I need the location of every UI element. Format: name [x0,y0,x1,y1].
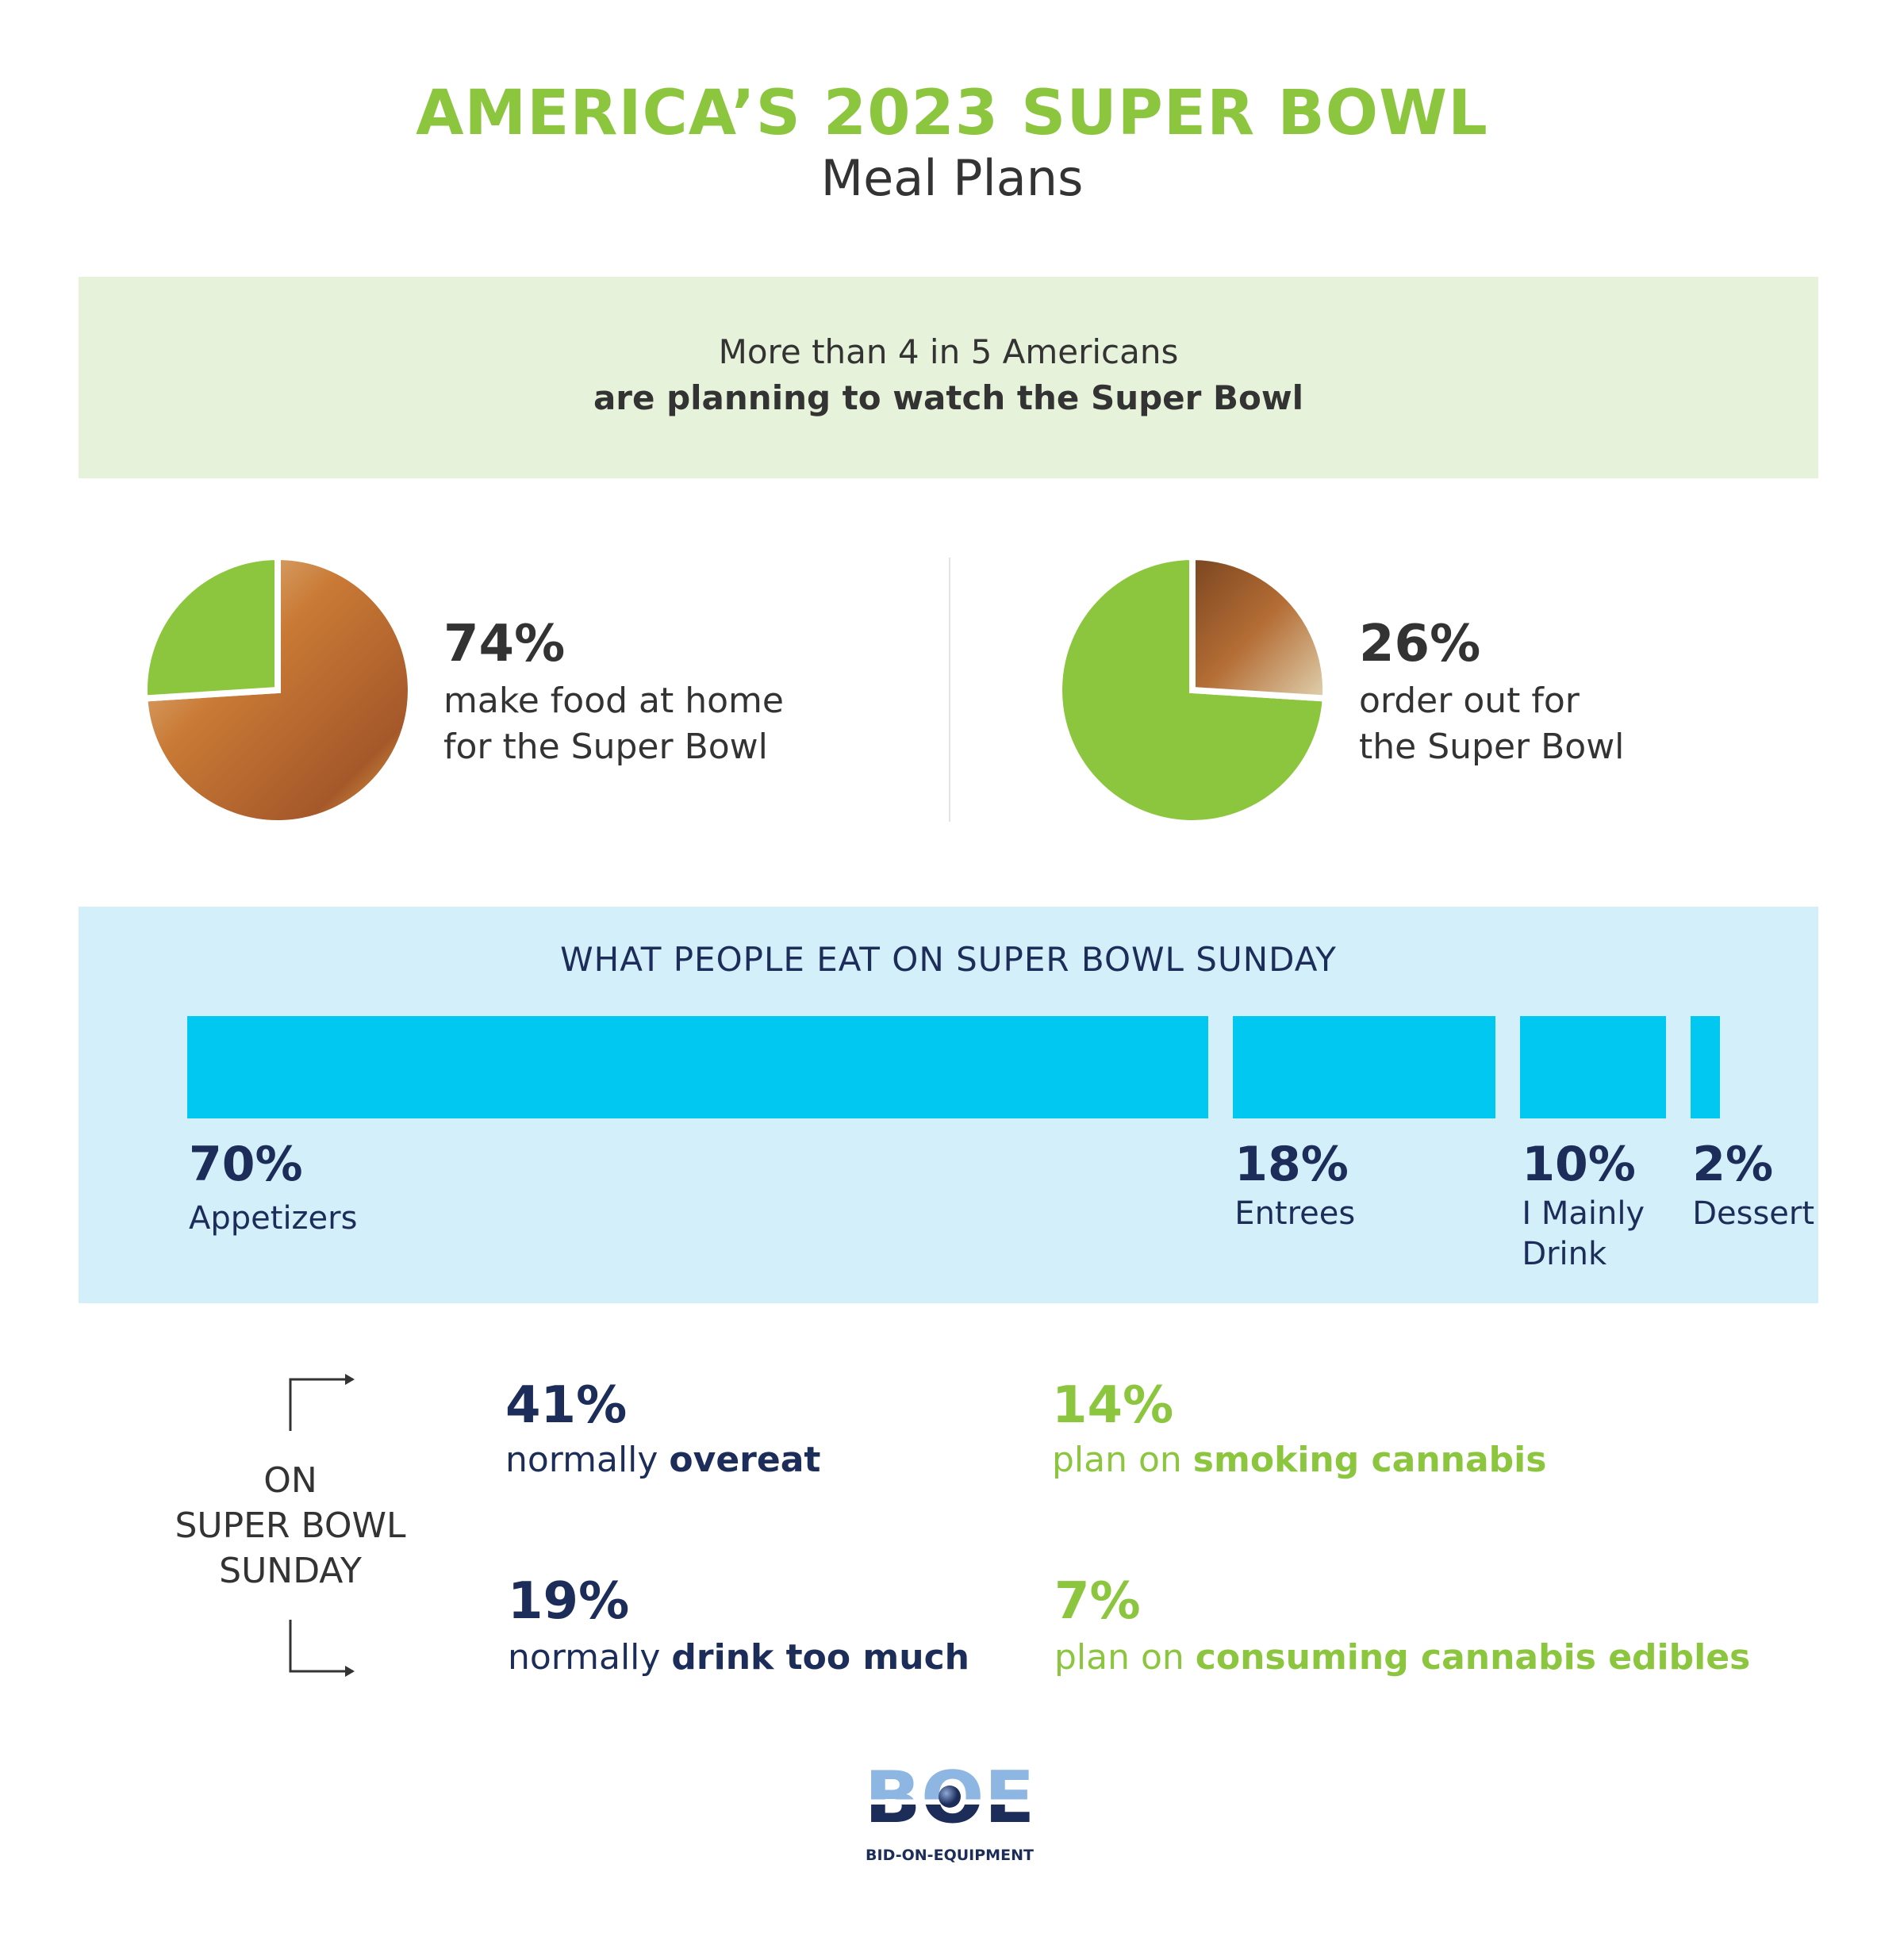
pie-home-green-slice [140,553,281,702]
bar-appetizers [187,1016,1209,1118]
stat-text: normally [505,1440,670,1480]
stat-bold-text: overeat [669,1440,821,1480]
page-title: AMERICA’S 2023 SUPER BOWL [416,78,1488,149]
home-percent: 74% [443,615,566,673]
sunday-label: ON SUPER BOWL SUNDAY [140,1458,441,1594]
sunday-label-line: SUNDAY [219,1551,362,1591]
bar-category-line: Entrees [1234,1195,1356,1232]
stat-bold-text: consuming cannabis edibles [1195,1637,1751,1678]
stat-smoking-value: 14% [1052,1376,1174,1435]
pie-charts [140,553,1330,827]
bar-value-label: 10% [1522,1137,1636,1192]
bar-dessert [1691,1016,1720,1118]
bar-category-line: Drink [1522,1236,1607,1272]
page-subtitle: Meal Plans [820,149,1084,207]
stat-drink-value: 19% [508,1572,630,1631]
boe-logo: BOE BID-ON-EQUIPMENT [865,1757,1035,1864]
bar-category-line: Dessert [1692,1195,1815,1232]
order-line-2: the Super Bowl [1359,727,1625,767]
pie-order-photo-slice [1189,553,1330,702]
eat-chart: WHAT PEOPLE EAT ON SUPER BOWL SUNDAY 70%… [79,907,1818,1303]
stat-edibles-value: 7% [1054,1572,1141,1631]
bar-entrees [1233,1016,1496,1118]
divider [949,558,950,822]
banner-line-1: More than 4 in 5 Americans [718,332,1179,371]
stat-drink-label: normally drink too much [508,1637,969,1678]
arrow-up-right-icon [289,1378,353,1431]
sunday-label-line: SUPER BOWL [175,1505,406,1546]
stat-overeat-value: 41% [505,1376,628,1435]
stat-bold-text: drink too much [671,1637,969,1678]
stat-text: plan on [1054,1637,1196,1678]
order-line-1: order out for [1359,681,1580,721]
stat-bold-text: smoking cannabis [1192,1440,1547,1480]
bar-i-mainly-drink [1520,1016,1667,1118]
bar-value-label: 70% [189,1137,303,1192]
chart-title: WHAT PEOPLE EAT ON SUPER BOWL SUNDAY [560,940,1337,979]
stat-smoking-label: plan on smoking cannabis [1052,1440,1546,1480]
bar-value-label: 2% [1692,1137,1774,1192]
stat-overeat-label: normally overeat [505,1440,820,1480]
arrow-down-right-icon [289,1620,353,1673]
bar-category-line: Appetizers [189,1200,358,1237]
bar-category-label: Appetizers [189,1199,357,1239]
bar-category-label: Entrees [1234,1194,1355,1234]
home-line-2: for the Super Bowl [443,727,768,767]
sunday-label-line: ON [263,1460,317,1501]
bar-value-label: 18% [1234,1137,1349,1192]
stat-edibles-label: plan on consuming cannabis edibles [1054,1637,1750,1678]
banner-line-2: are planning to watch the Super Bowl [593,378,1304,417]
bar-category-label: Dessert [1692,1194,1814,1234]
logo-tagline: BID-ON-EQUIPMENT [866,1847,1034,1864]
stat-text: normally [508,1637,672,1678]
bar-category-line: I Mainly [1522,1195,1645,1232]
home-line-1: make food at home [443,681,784,721]
bar-category-label: I Mainly Drink [1522,1194,1645,1275]
stat-text: plan on [1052,1440,1193,1480]
order-percent: 26% [1359,615,1481,673]
watch-banner: More than 4 in 5 Americans are planning … [79,277,1818,478]
